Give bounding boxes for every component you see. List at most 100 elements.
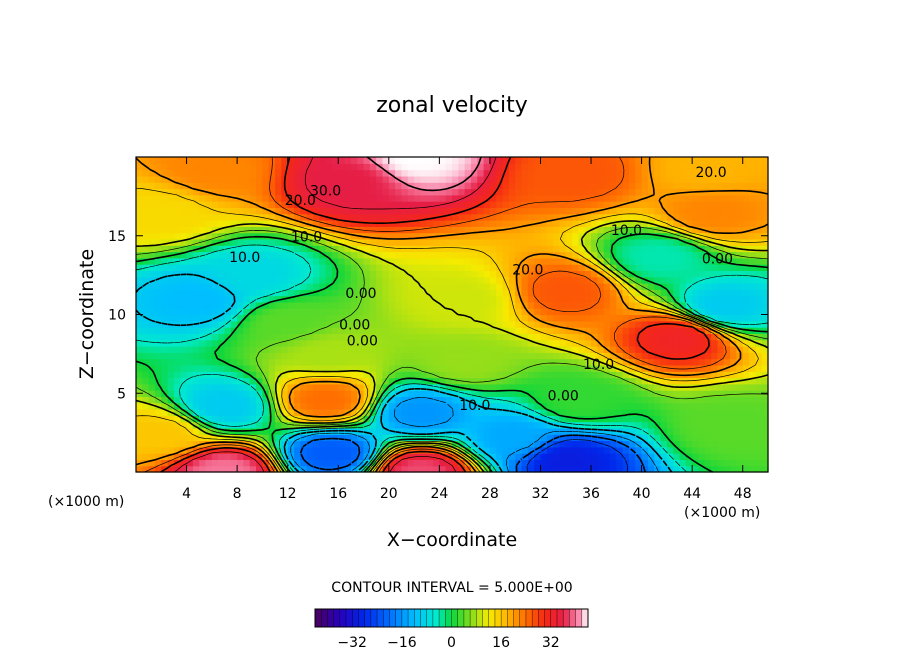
heatmap-cell bbox=[211, 251, 219, 259]
heatmap-cell bbox=[350, 402, 358, 410]
heatmap-cell bbox=[338, 346, 346, 353]
heatmap-cell bbox=[281, 301, 289, 309]
heatmap-cell bbox=[154, 402, 162, 410]
heatmap-cell bbox=[350, 251, 358, 259]
heatmap-cell bbox=[319, 163, 327, 171]
heatmap-cell bbox=[489, 434, 497, 442]
heatmap-cell bbox=[540, 371, 548, 379]
heatmap-cell bbox=[230, 175, 238, 183]
heatmap-cell bbox=[420, 264, 428, 271]
heatmap-cell bbox=[464, 383, 472, 391]
heatmap-cell bbox=[489, 213, 497, 221]
heatmap-cell bbox=[287, 276, 295, 284]
heatmap-cell bbox=[597, 402, 605, 410]
heatmap-cell bbox=[464, 396, 472, 404]
heatmap-cell bbox=[426, 383, 434, 391]
heatmap-cell bbox=[711, 232, 719, 240]
heatmap-cell bbox=[502, 402, 510, 410]
heatmap-cell bbox=[749, 175, 756, 183]
heatmap-cell bbox=[635, 157, 643, 164]
heatmap-cell bbox=[167, 157, 175, 164]
heatmap-cell bbox=[192, 175, 200, 183]
heatmap-cell bbox=[527, 188, 535, 196]
heatmap-cell bbox=[154, 377, 162, 385]
heatmap-cell bbox=[199, 390, 207, 397]
heatmap-cell bbox=[692, 251, 700, 259]
heatmap-cell bbox=[161, 220, 169, 227]
heatmap-cell bbox=[445, 327, 453, 334]
heatmap-cell bbox=[439, 383, 447, 391]
heatmap-cell bbox=[717, 314, 725, 322]
heatmap-cell bbox=[180, 339, 188, 347]
heatmap-cell bbox=[673, 427, 681, 435]
heatmap-cell bbox=[256, 333, 263, 341]
heatmap-cell bbox=[730, 289, 737, 297]
heatmap-cell bbox=[395, 283, 403, 290]
heatmap-cell bbox=[230, 276, 238, 284]
heatmap-cell bbox=[470, 308, 478, 316]
heatmap-cell bbox=[553, 358, 561, 366]
heatmap-cell bbox=[312, 453, 320, 460]
heatmap-cell bbox=[382, 157, 390, 164]
heatmap-cell bbox=[376, 301, 384, 309]
heatmap-cell bbox=[489, 157, 497, 164]
heatmap-cell bbox=[616, 421, 624, 429]
heatmap-cell bbox=[654, 289, 662, 297]
heatmap-cell bbox=[142, 352, 150, 360]
heatmap-cell bbox=[660, 295, 668, 303]
heatmap-cell bbox=[148, 339, 156, 347]
heatmap-cell bbox=[401, 182, 409, 190]
heatmap-cell bbox=[572, 364, 579, 372]
heatmap-cell bbox=[483, 270, 491, 278]
heatmap-cell bbox=[502, 213, 510, 221]
heatmap-cell bbox=[344, 194, 352, 202]
heatmap-cell bbox=[679, 308, 687, 316]
heatmap-cell bbox=[616, 383, 624, 391]
heatmap-cell bbox=[136, 194, 143, 202]
heatmap-cell bbox=[344, 327, 352, 334]
heatmap-cell bbox=[395, 295, 403, 303]
heatmap-cell bbox=[673, 440, 681, 448]
heatmap-cell bbox=[331, 157, 339, 164]
heatmap-cell bbox=[603, 446, 611, 454]
heatmap-cell bbox=[420, 465, 428, 473]
heatmap-cell bbox=[420, 402, 428, 410]
heatmap-cell bbox=[458, 327, 466, 334]
heatmap-cell bbox=[591, 264, 598, 271]
heatmap-cell bbox=[565, 396, 573, 404]
heatmap-cell bbox=[136, 453, 143, 460]
heatmap-cell bbox=[426, 188, 434, 196]
heatmap-cell bbox=[470, 320, 478, 328]
heatmap-cell bbox=[331, 232, 339, 240]
heatmap-cell bbox=[508, 289, 516, 297]
heatmap-cell bbox=[154, 415, 162, 423]
heatmap-cell bbox=[489, 175, 497, 183]
heatmap-cell bbox=[287, 289, 295, 297]
heatmap-cell bbox=[306, 453, 314, 460]
heatmap-cell bbox=[749, 409, 756, 416]
heatmap-cell bbox=[414, 308, 421, 316]
heatmap-cell bbox=[616, 283, 624, 290]
heatmap-cell bbox=[395, 409, 403, 416]
heatmap-cell bbox=[363, 364, 371, 372]
heatmap-cell bbox=[515, 163, 523, 171]
heatmap-cell bbox=[294, 232, 301, 240]
heatmap-cell bbox=[243, 188, 251, 196]
heatmap-cell bbox=[458, 371, 466, 379]
heatmap-cell bbox=[148, 446, 156, 454]
heatmap-cell bbox=[616, 465, 624, 473]
heatmap-cell bbox=[256, 226, 263, 234]
heatmap-cell bbox=[496, 251, 504, 259]
heatmap-cell bbox=[154, 358, 162, 366]
heatmap-cell bbox=[211, 194, 219, 202]
heatmap-cell bbox=[294, 434, 301, 442]
heatmap-cell bbox=[262, 289, 270, 297]
heatmap-cell bbox=[685, 213, 693, 221]
heatmap-cell bbox=[142, 283, 150, 290]
heatmap-cell bbox=[534, 188, 542, 196]
heatmap-cell bbox=[237, 232, 245, 240]
heatmap-cell bbox=[306, 364, 314, 372]
heatmap-cell bbox=[477, 257, 485, 265]
heatmap-cell bbox=[597, 427, 605, 435]
heatmap-cell bbox=[243, 327, 251, 334]
